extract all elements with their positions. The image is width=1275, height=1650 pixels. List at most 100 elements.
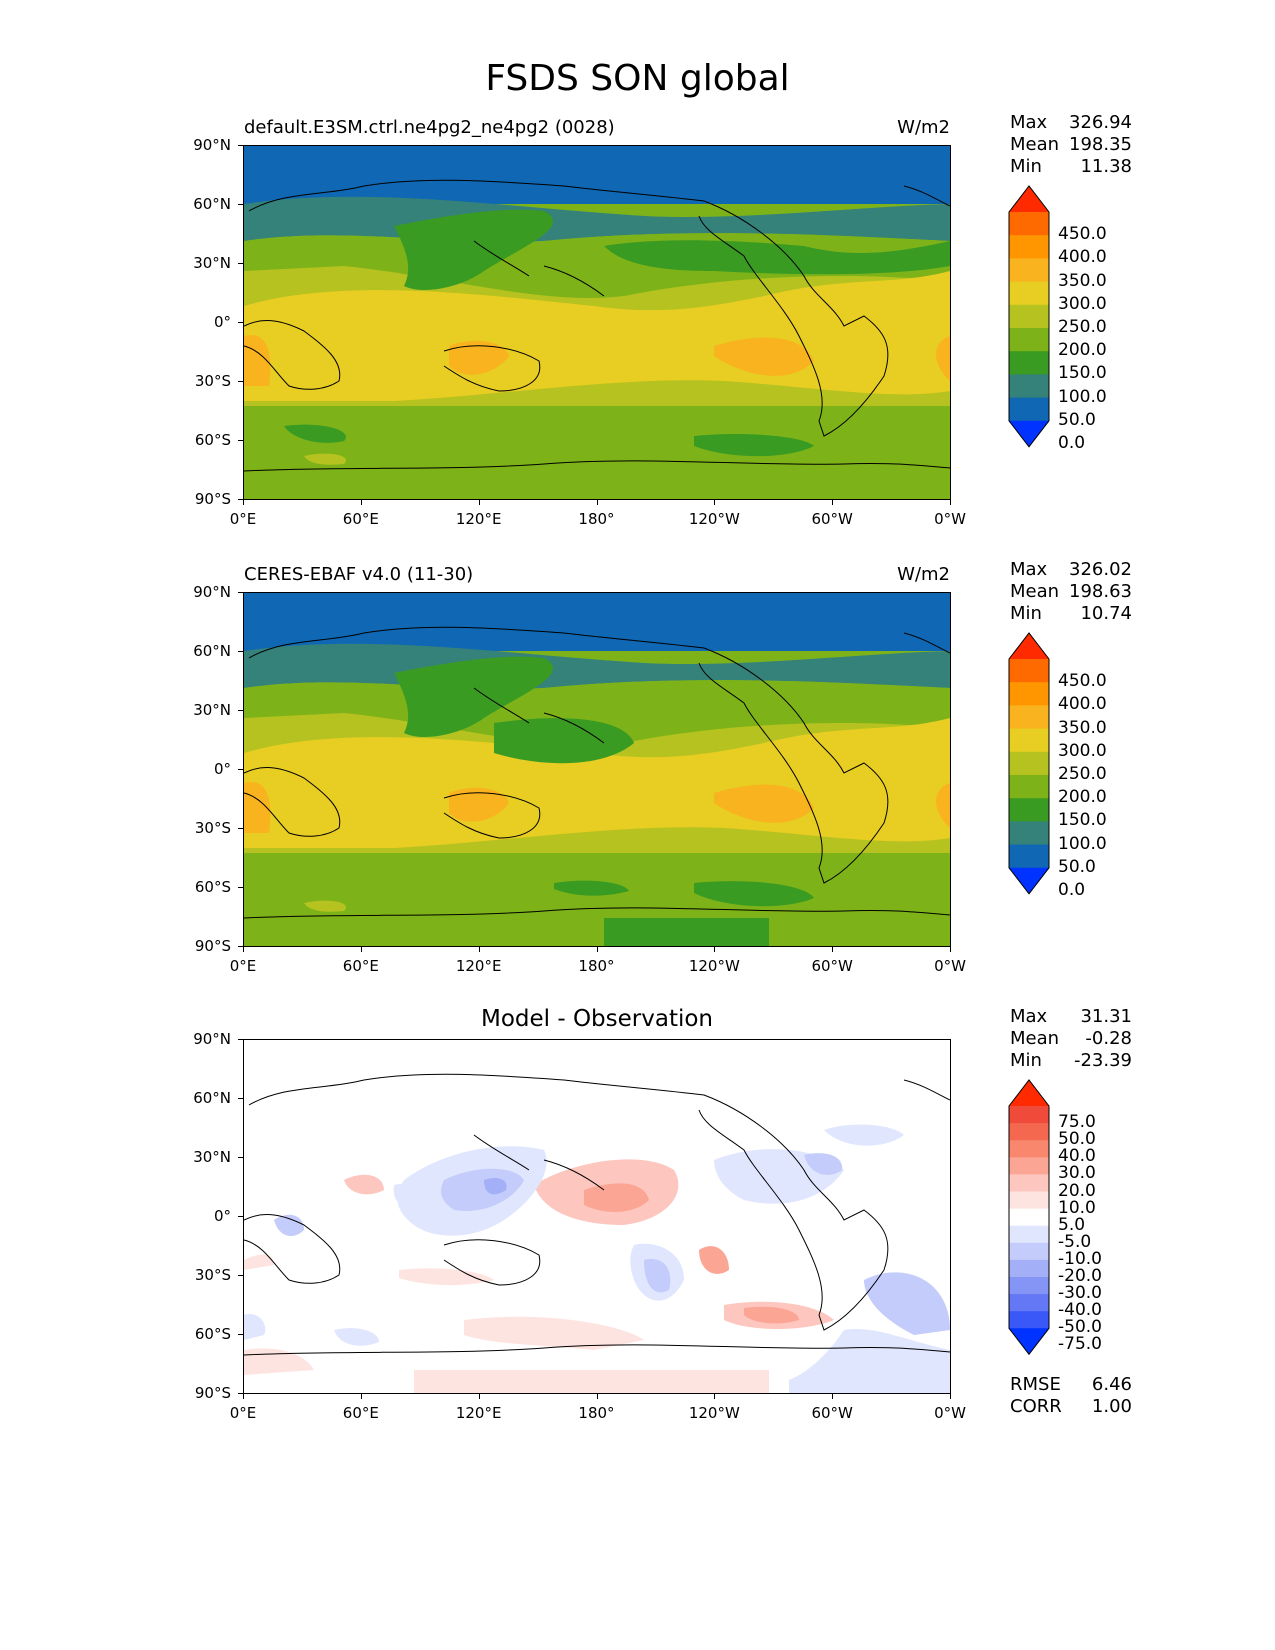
lon-tick — [950, 947, 951, 952]
colorbar-tick-label: 100.0 — [1058, 386, 1107, 407]
colorbar-segment — [1009, 1208, 1049, 1227]
colorbar-segment — [1009, 798, 1049, 822]
colorbar-segment — [1009, 351, 1049, 375]
panel2-map — [243, 592, 951, 947]
colorbar-segment — [1009, 1123, 1049, 1141]
lat-label: 90°N — [193, 1030, 231, 1048]
colorbar-tick-label: 5.0 — [1058, 1214, 1086, 1235]
lon-label: 0°W — [934, 957, 966, 975]
colorbar-tick-label: -10.0 — [1058, 1248, 1102, 1269]
colorbar-tick-label: 450.0 — [1058, 224, 1107, 245]
lat-label: 30°S — [194, 372, 231, 390]
panel1-units: W/m2 — [897, 117, 950, 138]
lat-label: 60°S — [194, 1325, 231, 1343]
lon-tick — [478, 947, 480, 952]
lon-label: 60°E — [342, 1404, 379, 1422]
lat-label: 90°S — [194, 1384, 231, 1402]
colorbar-segment — [1009, 728, 1049, 753]
colorbar-segment — [1009, 775, 1049, 799]
lon-label: 120°E — [455, 1404, 502, 1422]
stat-max-value: 326.02 — [1069, 559, 1132, 580]
stat-max-label: Max — [1010, 112, 1048, 133]
lat-tick — [238, 1216, 243, 1217]
lon-label: 180° — [578, 510, 615, 528]
colorbar-segment — [1009, 1259, 1049, 1278]
lat-tick — [238, 381, 243, 382]
colorbar-segment — [1009, 1140, 1049, 1158]
stat-min-label: Min — [1010, 156, 1042, 177]
panel1-stats: Max 326.94 Mean 198.35 Min 11.38 — [1010, 112, 1132, 178]
colorbar-extend-max — [1009, 1080, 1049, 1106]
colorbar-segment — [1009, 1174, 1049, 1192]
lat-label: 60°N — [193, 195, 231, 213]
lon-tick — [360, 1394, 362, 1399]
lon-tick — [243, 1394, 244, 1399]
colorbar-segment — [1009, 397, 1049, 422]
colorbar-tick-label: 350.0 — [1058, 270, 1107, 291]
lon-label: 120°E — [455, 957, 502, 975]
panel3-colorbar: 75.0 50.0 40.0 30.0 20.0 10.0 5.0 -5.0 -10.0 -20.… — [1008, 1079, 1102, 1359]
lon-label: 0°E — [229, 957, 257, 975]
stat-min-value: 11.38 — [1080, 156, 1132, 177]
figure-title: FSDS SON global — [485, 58, 790, 99]
stat-max-value: 326.94 — [1069, 112, 1132, 133]
lat-label: 60°N — [193, 1089, 231, 1107]
lat-tick — [238, 1393, 243, 1394]
stat-mean-label: Mean — [1010, 581, 1060, 602]
lat-tick — [238, 1275, 243, 1276]
stat-mean-label: Mean — [1010, 134, 1060, 155]
colorbar-segment — [1009, 235, 1049, 259]
colorbar-extend-max — [1009, 633, 1049, 659]
colorbar-segment — [1009, 1294, 1049, 1312]
colorbar-tick-label: -40.0 — [1058, 1300, 1102, 1321]
colorbar-segment — [1009, 751, 1049, 776]
colorbar-tick-label: 50.0 — [1058, 856, 1096, 877]
lat-label: 60°S — [194, 878, 231, 896]
colorbar-tick-label: -20.0 — [1058, 1266, 1102, 1286]
colorbar-tick-label: 450.0 — [1058, 671, 1107, 692]
colorbar-outline — [1008, 1079, 1050, 1356]
colorbar-segment — [1009, 821, 1049, 846]
colorbar-segment — [1009, 1242, 1049, 1261]
colorbar-segment — [1009, 281, 1049, 306]
lat-tick — [238, 440, 243, 441]
lon-label: 0°E — [229, 510, 257, 528]
colorbar-segment — [1009, 659, 1049, 683]
corr-value: 1.00 — [1091, 1396, 1132, 1417]
panel1-colorbar: 450.0 400.0 350.0 300.0 250.0 200.0 150.0 100.0… — [1008, 185, 1107, 453]
stat-max-label: Max — [1010, 559, 1048, 580]
lat-label: 0° — [213, 313, 231, 331]
colorbar-tick-label: 75.0 — [1058, 1112, 1096, 1133]
lon-tick — [832, 500, 834, 505]
lat-tick — [238, 592, 243, 593]
lon-tick — [243, 500, 244, 505]
colorbar-extend-min — [1009, 867, 1049, 894]
stat-mean-value: 198.35 — [1069, 134, 1132, 155]
colorbar-segment — [1009, 705, 1049, 730]
lat-label: 0° — [213, 760, 231, 778]
colorbar-segment — [1009, 1191, 1049, 1210]
colorbar-tick-label: 250.0 — [1058, 317, 1107, 337]
lon-tick — [950, 1394, 951, 1399]
colorbar-tick-label: 400.0 — [1058, 694, 1107, 715]
lat-tick — [238, 1157, 243, 1158]
lon-tick — [596, 947, 598, 952]
stat-min-value: -23.39 — [1073, 1050, 1132, 1071]
lon-tick — [596, 1394, 598, 1399]
lon-tick — [714, 1394, 716, 1399]
colorbar-tick-label: 150.0 — [1058, 810, 1107, 831]
stat-mean-label: Mean — [1010, 1028, 1060, 1049]
colorbar-svg — [1008, 1079, 1050, 1356]
colorbar-segment — [1009, 212, 1049, 236]
lon-label: 120°E — [455, 510, 502, 528]
panel1-label: default.E3SM.ctrl.ne4pg2_ne4pg2 (0028) — [244, 117, 615, 138]
colorbar-segment — [1009, 682, 1049, 706]
colorbar-extend-min — [1009, 1328, 1049, 1355]
colorbar-tick-label: -50.0 — [1058, 1317, 1102, 1338]
colorbar-extend-min — [1009, 420, 1049, 447]
panel3-stats: Max 31.31 Mean -0.28 Min -23.39 — [1010, 1006, 1132, 1072]
stat-min-label: Min — [1010, 603, 1042, 624]
lat-tick — [238, 204, 243, 205]
lat-label: 90°N — [193, 583, 231, 601]
lat-tick — [238, 651, 243, 652]
